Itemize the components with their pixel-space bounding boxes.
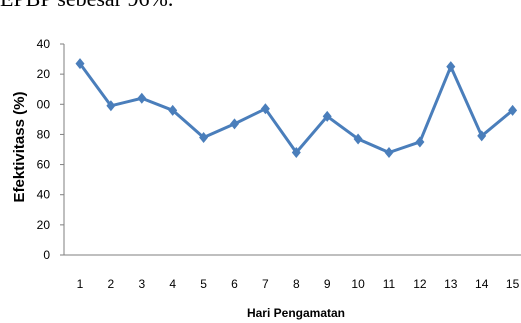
y-tick-label: 0	[43, 248, 50, 262]
x-tick-label: 15	[506, 277, 520, 291]
caption-fragment: EPBP sebesar 96%.	[0, 0, 173, 12]
x-tick-label: 13	[444, 277, 458, 291]
y-axis-title: Efektivitass (%)	[11, 92, 28, 203]
data-point	[353, 133, 363, 145]
y-tick-label: 00	[37, 97, 51, 111]
data-point	[415, 136, 425, 148]
y-tick-label: 80	[37, 127, 51, 141]
x-tick-label: 14	[475, 277, 489, 291]
x-axis-title: Hari Pengamatan	[247, 306, 345, 320]
x-tick-label: 9	[324, 277, 331, 291]
x-tick-label: 4	[169, 277, 176, 291]
x-tick-label: 3	[138, 277, 145, 291]
data-point	[199, 131, 209, 143]
data-point	[75, 58, 85, 70]
y-tick-label: 20	[37, 218, 51, 232]
data-point	[260, 103, 270, 115]
data-point	[508, 104, 518, 116]
x-tick-label: 8	[293, 277, 300, 291]
y-tick-label: 60	[37, 158, 51, 172]
data-point	[230, 118, 239, 130]
series-line	[78, 62, 514, 155]
x-tick-label: 10	[351, 277, 365, 291]
data-point	[137, 92, 147, 104]
x-tick-label: 2	[108, 277, 115, 291]
y-tick-label: 40	[37, 188, 51, 202]
data-point	[477, 130, 487, 142]
series-group	[75, 58, 518, 159]
x-tick-label: 5	[200, 277, 207, 291]
x-tick-label: 1	[77, 277, 84, 291]
data-point	[446, 61, 456, 73]
data-point	[291, 147, 301, 159]
x-tick-label: 12	[413, 277, 427, 291]
x-axis: 1 2 3 4 5 6 7 8 9 10 11 12 13 14 15	[64, 254, 521, 291]
x-tick-label: 6	[231, 277, 238, 291]
x-tick-label: 11	[383, 277, 396, 291]
y-tick-label: 40	[37, 37, 51, 51]
y-tick-label: 20	[37, 67, 51, 81]
data-point	[322, 110, 332, 122]
data-point	[384, 147, 394, 159]
data-point	[106, 100, 116, 112]
x-tick-label: 7	[262, 277, 269, 291]
data-point	[168, 104, 178, 116]
y-axis: 0 20 40 60 80 00 20 40	[37, 37, 65, 262]
